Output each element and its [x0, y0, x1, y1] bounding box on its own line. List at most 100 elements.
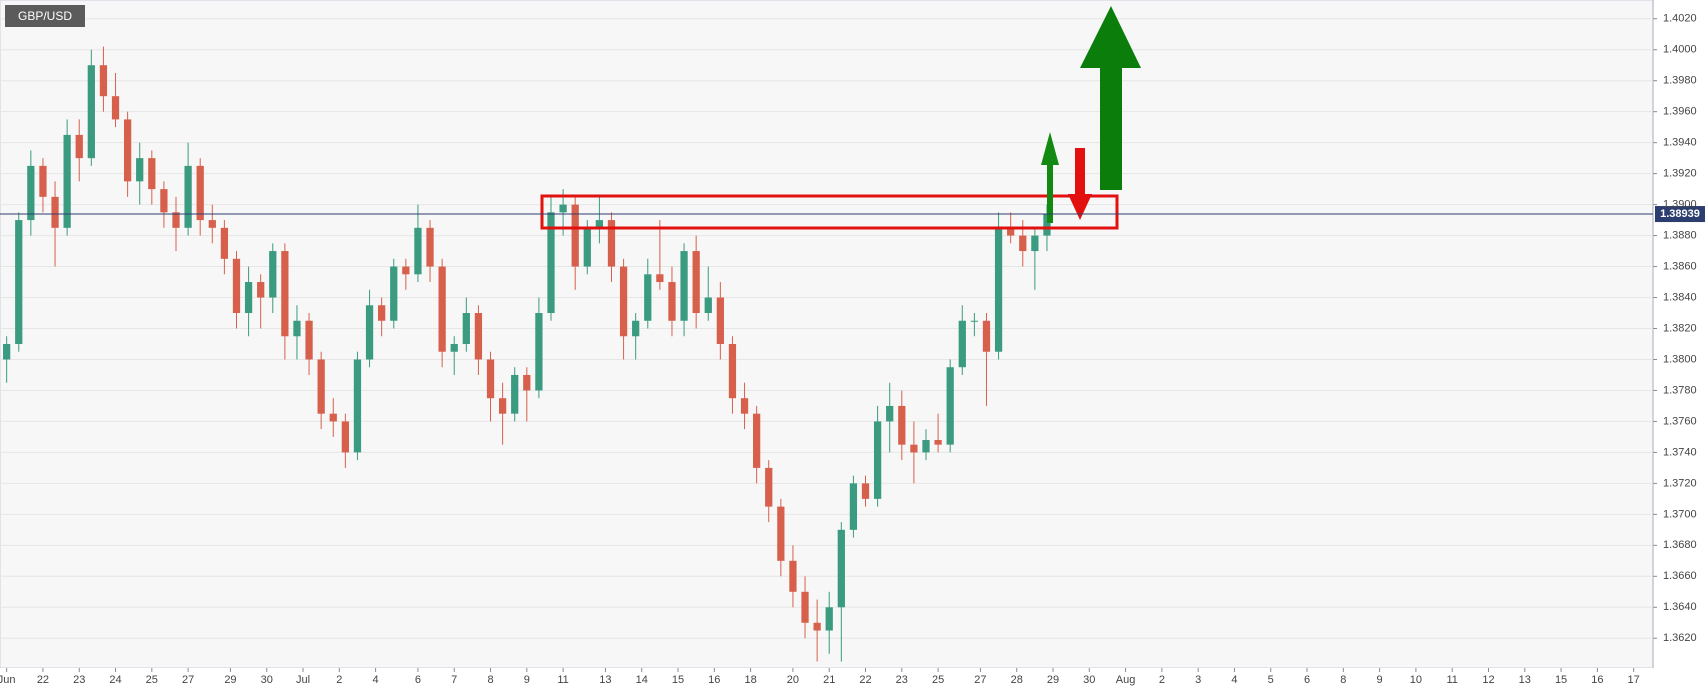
- candle-body: [365, 305, 374, 360]
- last-price-tag: [1655, 206, 1705, 223]
- candle-body: [861, 483, 870, 499]
- candle-body: [136, 158, 144, 182]
- candle-body: [1019, 235, 1027, 252]
- y-tick-label: 1.3940: [1663, 137, 1697, 149]
- candle-body: [281, 251, 289, 337]
- candle-body: [172, 212, 180, 228]
- y-tick-label: 1.3920: [1663, 168, 1697, 180]
- y-tick-label: 1.3760: [1663, 415, 1697, 427]
- candle-body: [559, 204, 567, 213]
- candle-body: [486, 359, 495, 399]
- y-tick-label: 1.3740: [1663, 446, 1697, 458]
- candle-body: [644, 274, 652, 321]
- x-tick-label: 6: [415, 674, 421, 686]
- y-tick-label: 1.3680: [1663, 539, 1697, 551]
- candle-body: [378, 305, 386, 321]
- candle-body: [632, 320, 640, 337]
- x-tick-label: 6: [1304, 674, 1310, 686]
- candle-body: [123, 119, 132, 182]
- x-tick-label: Aug: [1116, 674, 1136, 686]
- candles: [3, 46, 1051, 662]
- candle-body: [232, 258, 241, 314]
- x-tick-label: 29: [224, 674, 236, 686]
- y-tick-label: 1.3640: [1663, 601, 1697, 613]
- y-tick-label: 1.3700: [1663, 508, 1697, 520]
- candle-body: [317, 359, 325, 414]
- x-tick-label: 2: [1159, 674, 1165, 686]
- x-tick-label: 9: [524, 674, 530, 686]
- candle-body: [353, 359, 362, 453]
- x-tick-label: 5: [1268, 674, 1274, 686]
- x-tick-label: Jul: [296, 674, 310, 686]
- candle-body: [87, 65, 95, 159]
- candle-body: [716, 297, 724, 344]
- x-tick-label: 22: [859, 674, 871, 686]
- x-tick-label: 28: [1011, 674, 1023, 686]
- x-tick-label: 30: [1083, 674, 1095, 686]
- candle-body: [257, 282, 265, 298]
- candle-body: [970, 320, 979, 322]
- small-up-arrow-head: [1041, 132, 1059, 165]
- x-tick-label: 25: [146, 674, 158, 686]
- y-tick-label: 1.4020: [1663, 13, 1697, 25]
- candle-body: [244, 282, 253, 314]
- x-tick-label: 16: [1591, 674, 1603, 686]
- big-up-arrow-head: [1080, 6, 1141, 68]
- x-tick-label: 21: [823, 674, 835, 686]
- candle-body: [111, 96, 120, 120]
- candle-body: [789, 560, 797, 592]
- x-axis-area: [0, 668, 1707, 687]
- candle-body: [1007, 227, 1015, 236]
- candle-body: [329, 413, 337, 422]
- candle-body: [825, 607, 833, 631]
- candle-body: [982, 320, 991, 352]
- y-tick-label: 1.3820: [1663, 322, 1697, 334]
- candle-body: [994, 227, 1003, 352]
- candle-body: [849, 483, 858, 530]
- candle-body: [692, 251, 700, 314]
- title-badge: [5, 5, 85, 27]
- x-tick-label: 27: [974, 674, 986, 686]
- candle-body: [668, 282, 676, 321]
- plot-area: [0, 0, 1654, 669]
- x-tick-label: 22: [37, 674, 49, 686]
- x-tick-label: 20: [787, 674, 799, 686]
- x-tick-label: 10: [1410, 674, 1422, 686]
- candle-body: [813, 622, 821, 631]
- candle-body: [946, 367, 954, 445]
- small-up-arrow-shaft: [1047, 160, 1053, 223]
- x-tick-label: 3: [1195, 674, 1201, 686]
- candle-body: [474, 313, 483, 360]
- x-tick-label: 15: [672, 674, 684, 686]
- x-tick-label: 15: [1555, 674, 1567, 686]
- candle-body: [426, 227, 434, 267]
- candle-body: [523, 374, 531, 391]
- x-tick-label: 9: [1377, 674, 1383, 686]
- candle-body: [765, 467, 773, 507]
- candle-body: [619, 266, 628, 337]
- candle-body: [607, 220, 616, 267]
- x-tick-label: 23: [896, 674, 908, 686]
- candle-body: [27, 165, 35, 221]
- y-tick-label: 1.3880: [1663, 229, 1697, 241]
- candle-body: [704, 297, 712, 314]
- y-tick-label: 1.3720: [1663, 477, 1697, 489]
- x-tick-label: 11: [557, 674, 568, 686]
- x-tick-label: 18: [744, 674, 756, 686]
- candle-body: [886, 405, 894, 422]
- x-tick-label: 16: [708, 674, 720, 686]
- candle-body: [571, 204, 579, 267]
- candle-body: [15, 220, 23, 344]
- big-up-arrow-shaft: [1100, 66, 1122, 190]
- candle-body: [595, 220, 604, 228]
- y-tick-label: 1.3860: [1663, 260, 1697, 272]
- x-tick-label: 23: [73, 674, 85, 686]
- last-price: 1.38939: [0, 206, 1705, 223]
- candle-body: [414, 227, 422, 275]
- x-tick-label: 17: [1628, 674, 1640, 686]
- candle-body: [535, 313, 543, 391]
- candle-body: [75, 134, 83, 159]
- resistance-box: [540, 194, 1119, 230]
- x-tick-label: 4: [1231, 674, 1237, 686]
